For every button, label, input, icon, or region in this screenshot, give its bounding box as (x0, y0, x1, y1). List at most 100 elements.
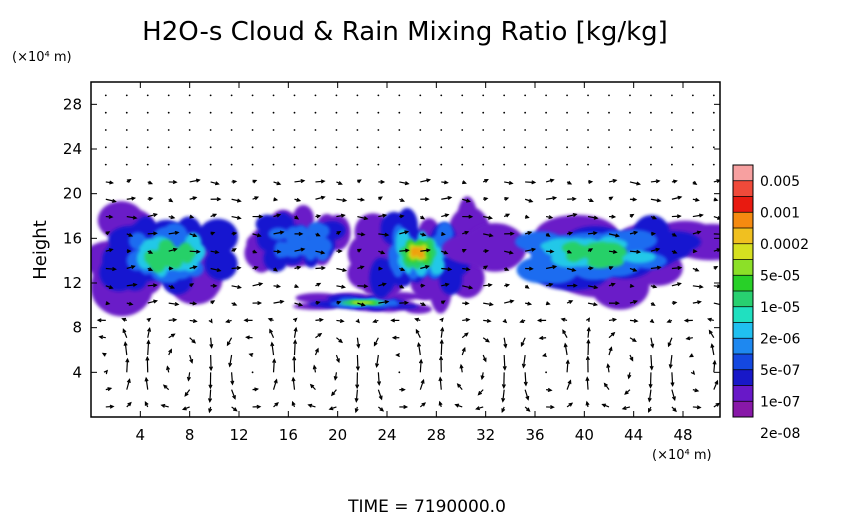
wind-vector-head (568, 300, 574, 304)
colorbar-swatch (733, 369, 753, 386)
wind-vector-head (336, 300, 342, 305)
wind-vector-head (666, 319, 672, 323)
wind-vector (292, 377, 296, 390)
wind-vector (503, 111, 506, 114)
wind-vector-head (321, 266, 326, 271)
wind-vector (545, 111, 547, 114)
wind-vector-head (168, 348, 172, 354)
colorbar-swatch (733, 401, 753, 418)
wind-vector (188, 129, 191, 131)
wind-vector-head (236, 265, 242, 271)
wind-vector-head (443, 180, 449, 185)
wind-vector (712, 163, 715, 166)
cloud-field (91, 196, 720, 317)
wind-vector (629, 94, 631, 97)
wind-vector (230, 111, 233, 114)
wind-vector-head (360, 197, 366, 202)
wind-vector-head (488, 215, 493, 220)
wind-vector (146, 111, 149, 114)
wind-vector (441, 196, 452, 200)
wind-vector (504, 250, 513, 254)
wind-vector (189, 179, 200, 183)
wind-vector-head (125, 357, 130, 363)
wind-vector (209, 129, 212, 131)
wind-vector (147, 300, 157, 304)
colorbar-swatch (733, 338, 753, 355)
wind-vector-head (477, 391, 483, 396)
wind-vector-head (395, 352, 400, 358)
wind-vector-head (338, 181, 343, 185)
wind-vector (566, 146, 568, 149)
wind-vector (712, 146, 715, 149)
wind-vector-head (320, 250, 326, 255)
wind-vector (293, 146, 296, 149)
wind-vector-head (279, 299, 285, 304)
wind-vector-head (439, 317, 444, 323)
wind-vector-head (655, 247, 661, 252)
wind-vector-head (127, 401, 132, 407)
wind-vector-head (672, 232, 678, 237)
wind-vector-head (416, 342, 422, 347)
wind-vector (294, 248, 305, 252)
wind-vector-head (672, 300, 678, 305)
wind-vector-head (276, 249, 282, 254)
wind-vector-head (589, 198, 594, 203)
wind-vector (104, 111, 107, 114)
wind-vector (147, 340, 150, 356)
colorbar-label: 1e-07 (760, 394, 800, 410)
wind-vector-head (254, 265, 259, 270)
wind-vector (125, 111, 128, 114)
wind-vector-head (488, 302, 494, 307)
wind-vector (293, 129, 296, 131)
wind-vector (608, 129, 610, 131)
wind-vector-head (148, 196, 154, 201)
wind-vector (209, 94, 212, 97)
wind-vector (713, 302, 720, 306)
wind-vector-head (655, 179, 661, 184)
cloud-blob (417, 253, 422, 259)
wind-vector-head (608, 266, 614, 271)
colorbar-label: 5e-07 (760, 363, 800, 379)
wind-vector-head (357, 248, 362, 253)
wind-vector (146, 129, 149, 131)
wind-vector-head (697, 300, 702, 305)
x-tick-label: 44 (624, 426, 643, 444)
colorbar: 0.005 0.001 0.0002 5e-05 1e-05 2e-06 5e-07 1e-0… (732, 164, 809, 442)
wind-vector-head (424, 197, 430, 202)
wind-vector-head (482, 357, 487, 363)
wind-vector (398, 129, 401, 131)
wind-vector-head (207, 398, 213, 403)
wind-vector-head (339, 318, 345, 323)
wind-vector-head (172, 180, 178, 185)
wind-vector (315, 196, 325, 200)
colorbar-swatch (733, 165, 753, 182)
y-tick-label: 4 (72, 363, 82, 381)
colorbar-label: 0.0002 (760, 237, 809, 253)
wind-vector-head (360, 232, 366, 237)
wind-vector-head (258, 214, 264, 219)
wind-vector-head (376, 381, 382, 386)
colorbar-label: 0.001 (760, 205, 800, 221)
wind-vector-head (144, 376, 149, 382)
wind-vector (650, 180, 660, 183)
wind-vector (209, 146, 212, 149)
wind-vector-head (232, 301, 238, 306)
wind-vector (524, 146, 527, 149)
wind-vector-head (210, 231, 216, 236)
wind-vector-head (462, 180, 467, 185)
wind-vector-head (320, 195, 326, 200)
wind-vector-head (341, 284, 346, 289)
wind-vector-head (712, 359, 717, 365)
wind-vector-head (480, 375, 485, 381)
wind-vector-head (170, 333, 176, 338)
wind-vector (272, 111, 275, 114)
wind-vector-head (195, 249, 201, 254)
wind-vector (524, 94, 527, 97)
wind-vector-head (273, 378, 278, 384)
wind-vector (712, 129, 715, 131)
wind-vector-head (269, 328, 273, 334)
wind-vector (226, 337, 233, 346)
wind-vector (586, 377, 589, 390)
wind-vector (231, 285, 241, 289)
wind-vector-head (374, 363, 380, 369)
